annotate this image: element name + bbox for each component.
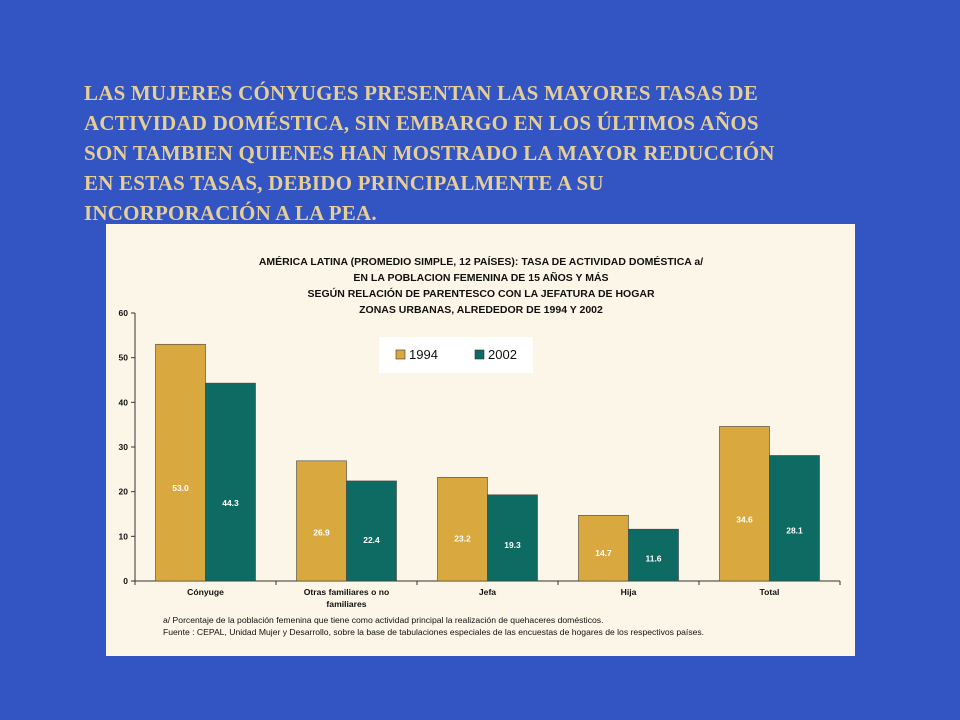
- bar-2002: [205, 382, 256, 582]
- bar-1994: [296, 460, 347, 582]
- data-label: 11.6: [645, 553, 661, 563]
- category-label: Total: [760, 587, 780, 597]
- data-label: 28.1: [786, 525, 803, 535]
- bar-1994: [155, 343, 206, 582]
- bar-2002: [487, 494, 538, 582]
- legend-label: 2002: [488, 347, 517, 362]
- data-label: 14.7: [595, 548, 612, 558]
- bar-2002: [628, 528, 679, 582]
- chart-title-line: AMÉRICA LATINA (PROMEDIO SIMPLE, 12 PAÍS…: [258, 256, 704, 268]
- y-tick-label: 10: [119, 531, 129, 541]
- chart-title-line: EN LA POBLACION FEMENINA DE 15 AÑOS Y MÁ…: [353, 272, 609, 284]
- category-label: familiares: [326, 599, 366, 609]
- data-label: 22.4: [363, 535, 380, 545]
- footnote-source: Fuente : CEPAL, Unidad Mujer y Desarroll…: [163, 627, 705, 637]
- bar-1994: [719, 426, 770, 582]
- data-label: 19.3: [504, 540, 521, 550]
- chart-bars: [155, 343, 820, 582]
- bar-1994: [437, 477, 488, 582]
- heading-line: INCORPORACIÓN A LA PEA.: [84, 201, 377, 225]
- y-tick-label: 60: [119, 308, 129, 318]
- legend-label: 1994: [409, 347, 438, 362]
- y-tick-label: 0: [123, 576, 128, 586]
- data-label: 34.6: [736, 514, 753, 524]
- chart-footnotes: a/ Porcentaje de la población femenina q…: [163, 614, 843, 638]
- data-label: 23.2: [454, 534, 471, 544]
- legend-swatch-2002: [474, 349, 485, 360]
- category-label: Otras familiares o no: [304, 587, 390, 597]
- data-label: 44.3: [222, 498, 239, 508]
- bar-2002: [346, 480, 397, 582]
- data-label: 26.9: [313, 527, 330, 537]
- heading-line: SON TAMBIEN QUIENES HAN MOSTRADO LA MAYO…: [84, 141, 775, 165]
- data-label: 53.0: [172, 483, 189, 493]
- y-tick-label: 50: [119, 353, 129, 363]
- chart-title-line: SEGÚN RELACIÓN DE PARENTESCO CON LA JEFA…: [307, 288, 655, 300]
- heading-line: LAS MUJERES CÓNYUGES PRESENTAN LAS MAYOR…: [84, 81, 758, 105]
- chart-title: AMÉRICA LATINA (PROMEDIO SIMPLE, 12 PAÍS…: [196, 254, 766, 318]
- chart-labels: 0 10 20 30 40 50 60 53.0 44.3 Cónyuge 26.9 22.4 Otra…: [119, 308, 804, 609]
- chart-title-line: ZONAS URBANAS, ALREDEDOR DE 1994 Y 2002: [359, 304, 603, 316]
- chart-legend: 1994 2002: [379, 337, 533, 373]
- legend-swatch-1994: [395, 349, 406, 360]
- y-tick-label: 30: [119, 442, 129, 452]
- footnote-definition: a/ Porcentaje de la población femenina q…: [163, 615, 604, 625]
- category-label: Jefa: [479, 587, 496, 597]
- heading-line: EN ESTAS TASAS, DEBIDO PRINCIPALMENTE A …: [84, 171, 604, 195]
- bar-chart: 0 10 20 30 40 50 60 53.0 44.3 Cónyuge 26.9 22.4 Otra…: [119, 308, 841, 609]
- slide-heading: LAS MUJERES CÓNYUGES PRESENTAN LAS MAYOR…: [84, 78, 884, 228]
- bar-1994: [578, 515, 629, 582]
- heading-line: ACTIVIDAD DOMÉSTICA, SIN EMBARGO EN LOS …: [84, 111, 759, 135]
- category-label: Cónyuge: [187, 587, 224, 597]
- bar-2002: [769, 455, 820, 582]
- chart-panel: AMÉRICA LATINA (PROMEDIO SIMPLE, 12 PAÍS…: [106, 224, 855, 656]
- y-tick-label: 20: [119, 487, 129, 497]
- y-tick-label: 40: [119, 397, 129, 407]
- category-label: Hija: [621, 587, 637, 597]
